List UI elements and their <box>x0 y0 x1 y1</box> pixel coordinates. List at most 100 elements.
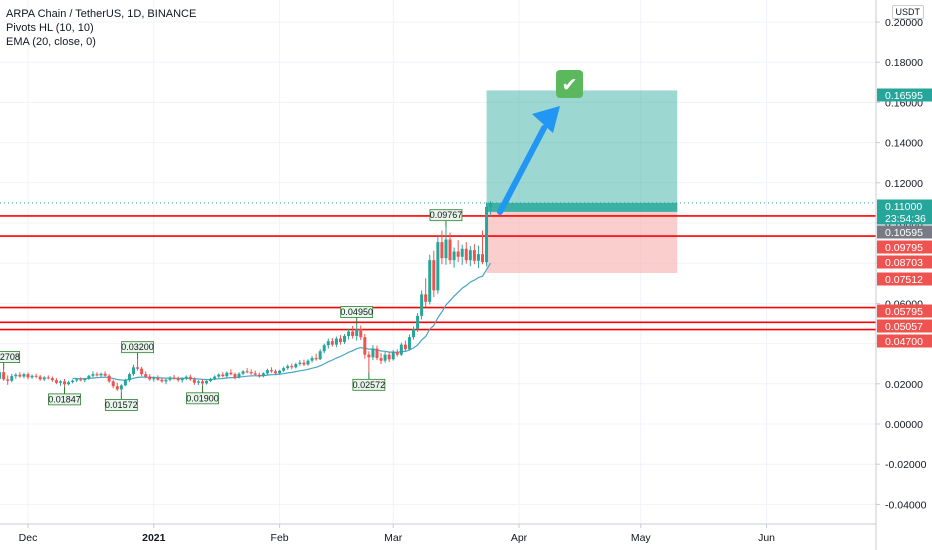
candle-body <box>306 360 310 365</box>
price-label-text: 0.11000 <box>885 201 922 213</box>
candle <box>269 367 273 373</box>
candle <box>140 366 144 377</box>
time-tick-label: Mar <box>384 532 403 544</box>
candle-body <box>351 331 355 336</box>
candle-body <box>428 260 432 302</box>
candle-body <box>42 377 46 380</box>
candle <box>383 352 387 363</box>
price-label-bg <box>877 334 932 348</box>
pivot-label: 0.02572 <box>352 372 386 391</box>
candle <box>343 333 347 345</box>
candle <box>436 234 440 294</box>
pivot-label: 0.01847 <box>48 386 81 406</box>
candle <box>420 290 424 320</box>
candle <box>115 382 119 391</box>
price-label-bg <box>877 88 932 102</box>
candle <box>217 373 221 379</box>
candle-body <box>136 367 140 369</box>
candle <box>294 362 298 369</box>
candle-body <box>176 378 180 381</box>
candle-body <box>322 345 326 352</box>
candle <box>290 363 294 370</box>
symbol-title[interactable]: ARPA Chain / TetherUS, 1D, BINANCE <box>6 8 197 20</box>
candle <box>489 201 493 216</box>
candle <box>2 369 6 381</box>
candle <box>127 372 131 382</box>
target-arrow[interactable]: ✔ <box>497 70 583 215</box>
candle <box>468 246 472 267</box>
price-label-bg <box>877 211 932 225</box>
candle-body <box>278 370 282 374</box>
candle-body <box>209 378 213 381</box>
time-tick-label: Feb <box>271 532 289 544</box>
indicator-ema[interactable]: EMA (20, close, 0) <box>6 36 96 48</box>
candle <box>172 374 176 380</box>
check-background <box>556 70 583 98</box>
candle-body <box>432 260 436 291</box>
candle-body <box>464 248 468 261</box>
candle <box>99 372 103 377</box>
candle-body <box>34 375 38 377</box>
candle <box>302 359 306 367</box>
indicator-pivots[interactable]: Pivots HL (10, 10) <box>6 22 94 34</box>
candle <box>407 334 411 351</box>
price-tick-label: 0.12000 <box>885 178 923 190</box>
price-label-text: 0.04700 <box>885 336 923 348</box>
price-label-target: 0.16595 <box>877 88 932 102</box>
candle-body <box>63 381 67 385</box>
currency-unit[interactable]: USDT <box>891 5 924 19</box>
candle <box>274 369 278 375</box>
candle-body <box>127 374 131 381</box>
pivot-value: 0.03200 <box>121 342 154 352</box>
candle <box>156 375 160 381</box>
candle-body <box>225 372 229 377</box>
pivot-value: 0.09767 <box>430 210 463 220</box>
stop-zone <box>486 211 678 274</box>
candle <box>38 374 42 381</box>
candle <box>160 377 164 383</box>
candle-body <box>310 358 314 361</box>
pivot-value: 0.02572 <box>353 380 386 390</box>
time-axis[interactable]: Dec 2021 Feb Mar Apr May Jun <box>0 523 876 544</box>
candle-body <box>2 372 6 380</box>
candle <box>184 375 188 381</box>
candle-body <box>241 371 245 374</box>
candle-body <box>355 329 359 336</box>
candle <box>322 343 326 354</box>
candle <box>18 372 22 378</box>
candle <box>387 351 391 363</box>
entry-band <box>486 202 678 212</box>
candle-body <box>399 344 403 355</box>
candle-body <box>140 368 144 375</box>
candle-body <box>269 370 273 372</box>
candle-body <box>0 372 2 379</box>
candle-body <box>6 379 10 381</box>
candle-body <box>148 376 152 380</box>
candle-body <box>359 329 363 338</box>
candle-body <box>314 358 318 360</box>
time-tick-label: May <box>631 532 652 544</box>
candle <box>10 373 14 383</box>
candle-body <box>192 379 196 383</box>
candle-body <box>172 377 176 379</box>
candle-body <box>294 364 298 368</box>
candle-body <box>99 373 103 376</box>
candle-body <box>249 372 253 374</box>
candle <box>221 372 225 378</box>
candle-body <box>330 341 334 345</box>
candle-body <box>460 248 464 257</box>
candle <box>225 371 229 378</box>
candle <box>111 379 115 389</box>
candle <box>347 328 351 340</box>
candle <box>314 353 318 361</box>
candles <box>0 201 493 393</box>
candle-body <box>91 374 95 376</box>
candle <box>87 374 91 380</box>
candle <box>367 351 371 373</box>
candle-body <box>46 377 50 379</box>
candle-body <box>26 374 30 378</box>
candle <box>54 378 58 385</box>
candle-body <box>485 206 489 263</box>
price-tick-label: 0.18000 <box>885 57 923 69</box>
